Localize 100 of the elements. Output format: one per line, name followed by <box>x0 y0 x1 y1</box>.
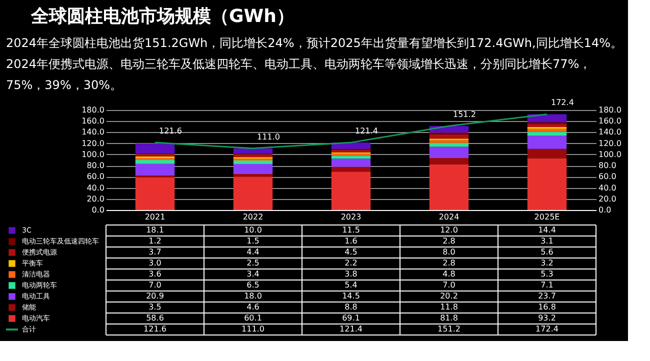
text: 172.4 <box>551 98 574 108</box>
x-tick-label: 2022 <box>242 212 264 222</box>
bar <box>527 114 567 122</box>
y2-tick-label: 100.0 <box>598 150 622 159</box>
y-tick-label: 80.0 <box>86 161 104 170</box>
bar <box>429 140 469 143</box>
bar <box>527 136 567 149</box>
data-label: 14.4 <box>538 226 556 234</box>
chart-title: 全球圆柱电池市场规模（GWh） <box>30 6 294 27</box>
data-label: 3.2 <box>540 258 554 268</box>
data-label: 3.7 <box>148 248 162 256</box>
data-label: 10.0 <box>244 226 262 234</box>
bar <box>331 156 371 159</box>
data-label: 2.2 <box>344 258 358 268</box>
bar <box>135 177 175 210</box>
y-tick-label: 120.0 <box>82 138 104 148</box>
y2-tick-label: 60.0 <box>598 172 616 182</box>
x-tick-label: 2023 <box>340 212 362 222</box>
bar <box>233 176 273 210</box>
y2-tick-label: 20.0 <box>598 194 616 204</box>
x-tick-label: 2025E <box>534 212 560 222</box>
data-label: 3.6 <box>148 270 162 278</box>
text: 75%，39%，30%。 <box>6 78 122 92</box>
bar <box>331 150 371 152</box>
bar <box>233 154 273 158</box>
data-label: 5.4 <box>344 280 358 290</box>
data-label: 3.5 <box>148 302 162 312</box>
bar <box>331 172 371 210</box>
data-label: 11.5 <box>342 226 360 234</box>
data-label: 151.2 <box>438 324 460 334</box>
bar <box>429 158 469 165</box>
data-label: 3.1 <box>540 236 554 246</box>
bar <box>233 164 273 174</box>
data-label: 20.9 <box>146 292 164 300</box>
bar <box>429 164 469 210</box>
y-tick-label: 60.0 <box>86 172 104 182</box>
bar <box>233 174 273 177</box>
y-tick-label: 20.0 <box>86 194 104 204</box>
y2-tick-label: 0.0 <box>598 206 612 214</box>
y-tick-label: 40.0 <box>86 183 104 192</box>
y-tick-label: 100.0 <box>82 150 104 159</box>
bar <box>527 148 567 158</box>
data-label: 93.2 <box>538 314 556 322</box>
bar <box>331 166 371 172</box>
text: 111.0 <box>257 132 280 142</box>
data-label: 3.4 <box>246 270 260 278</box>
data-label: 20.2 <box>440 292 458 300</box>
y2-tick-label: 160.0 <box>598 116 622 126</box>
bar <box>429 142 469 147</box>
data-label: 11.8 <box>440 302 458 312</box>
data-label: 4.8 <box>442 270 456 278</box>
data-label: 69.1 <box>342 314 360 322</box>
data-label: 8.0 <box>442 248 456 256</box>
data-label: 7.1 <box>540 280 554 290</box>
y-tick-label: 160.0 <box>82 116 104 126</box>
data-label: 4.5 <box>344 248 358 256</box>
data-label: 18.1 <box>146 226 164 234</box>
y2-tick-label: 120.0 <box>598 138 622 148</box>
bar <box>429 134 469 139</box>
data-label: 18.0 <box>244 292 262 300</box>
data-label: 121.6 <box>144 324 166 334</box>
data-label: 121.4 <box>340 324 362 334</box>
data-label: 1.2 <box>148 236 162 246</box>
data-label: 111.0 <box>242 324 264 334</box>
y2-tick-label: 180.0 <box>598 106 622 114</box>
data-label: 3.0 <box>148 258 162 268</box>
bar <box>135 164 175 176</box>
data-label: 81.8 <box>440 314 458 322</box>
data-label: 4.6 <box>246 302 260 312</box>
data-label: 6.5 <box>246 280 260 290</box>
y2-tick-label: 40.0 <box>598 183 616 192</box>
x-tick-label: 2021 <box>144 212 166 222</box>
bar <box>233 148 273 154</box>
y-tick-label: 140.0 <box>82 128 104 137</box>
text: 2024年便携式电源、电动三轮车及低速四轮车、电动工具、电动两轮车等领域增长迅速，分别同比增长77%， <box>6 57 592 71</box>
data-label: 2.5 <box>246 258 260 268</box>
data-label: 14.5 <box>342 292 360 300</box>
data-label: 172.4 <box>536 324 558 334</box>
text: 2024年全球圆柱电池出货151.2GWh，同比增长24%，预计2025年出货量有望增长到172.4GWh,同比增长14%。 <box>6 36 622 50</box>
y2-tick-label: 140.0 <box>598 128 622 137</box>
y-tick-label: 180.0 <box>82 106 104 114</box>
bar <box>135 160 175 164</box>
bar <box>233 160 273 164</box>
bar <box>527 128 567 132</box>
data-label: 5.3 <box>540 270 554 278</box>
data-label: 2.8 <box>442 258 456 268</box>
y2-tick-label: 80.0 <box>598 161 616 170</box>
data-label: 16.8 <box>538 302 556 312</box>
data-label: 8.8 <box>344 302 358 312</box>
data-label: 23.7 <box>538 292 556 300</box>
data-label: 7.0 <box>442 280 456 290</box>
x-tick-label: 2024 <box>438 212 460 222</box>
y-tick-label: 0.0 <box>92 206 104 214</box>
text: 151.2 <box>453 110 476 119</box>
data-label: 12.0 <box>440 226 458 234</box>
bar <box>135 144 175 154</box>
data-label: 58.6 <box>146 314 164 322</box>
data-label: 7.0 <box>148 280 162 290</box>
data-label: 3.8 <box>344 270 358 278</box>
data-label: 2.8 <box>442 236 456 246</box>
